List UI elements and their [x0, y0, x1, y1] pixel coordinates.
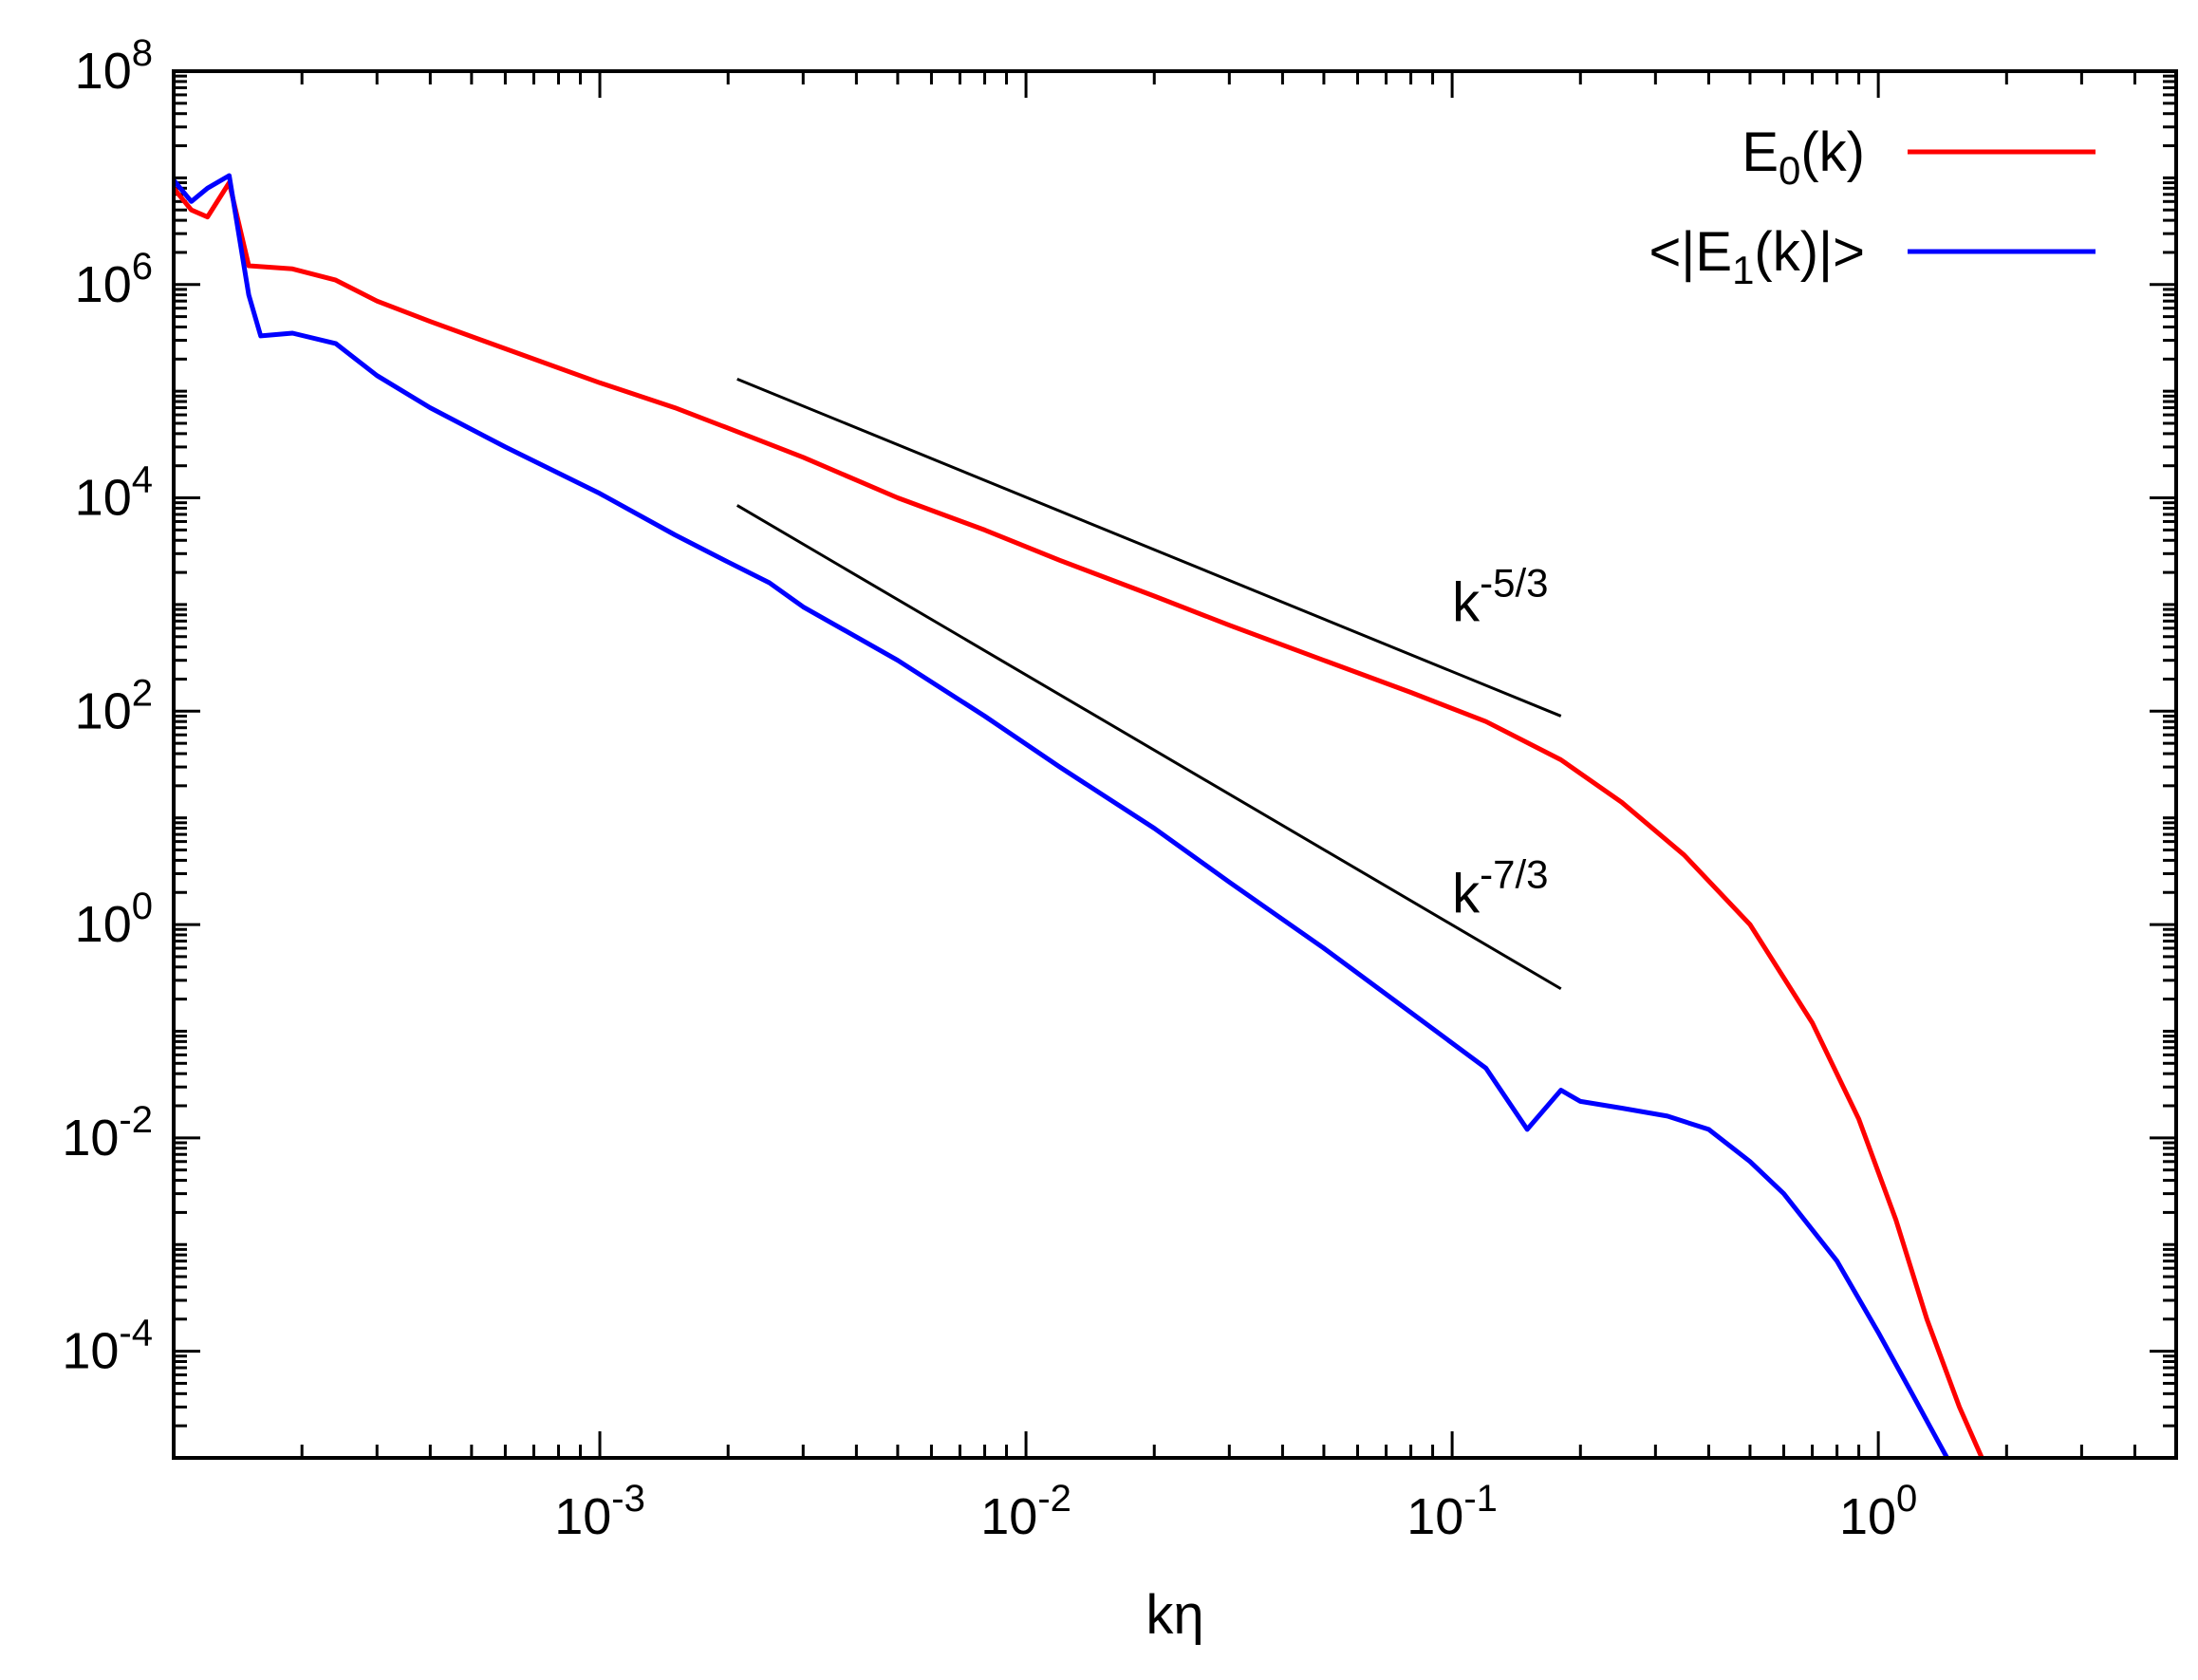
- y-tick-label: 10-2: [62, 1099, 153, 1167]
- x-tick-label: 10-1: [1406, 1478, 1498, 1545]
- x-tick-label: 10-3: [554, 1478, 645, 1545]
- y-tick-label: 100: [75, 886, 153, 953]
- legend: E0(k) <|E1(k)|>: [1648, 121, 2096, 292]
- annotation-k-7-3: k-7/3: [1452, 851, 1548, 924]
- reference-line-k-7-3: [736, 504, 1562, 991]
- x-tick-label: 10-2: [980, 1478, 1071, 1545]
- y-tick-label: 104: [75, 459, 153, 527]
- y-tick-label: 10-4: [62, 1313, 153, 1380]
- reference-line-k-5-3: [736, 377, 1562, 718]
- x-tick-label: 100: [1839, 1478, 1917, 1545]
- annotation-k-5-3: k-5/3: [1452, 560, 1548, 633]
- ticks-layer: [172, 69, 2178, 1460]
- y-tick-label: 108: [75, 32, 153, 100]
- plot-frame: [172, 69, 2178, 1460]
- annotations-layer: k-5/3 k-7/3: [1452, 560, 1548, 924]
- legend-label-e0: E0(k): [1742, 121, 1865, 193]
- x-axis-title: kη: [1146, 1584, 1203, 1646]
- y-tick-label: 106: [75, 246, 153, 313]
- tick-labels-layer: 10-3 10-2 10-1 100 10-4 10-2 100 102 104 106 108: [62, 32, 1917, 1545]
- legend-label-e1: <|E1(k)|>: [1648, 221, 1865, 292]
- series-line-e1: [174, 173, 1949, 1458]
- series-layer: [174, 173, 1984, 1458]
- reference-lines-layer: [736, 377, 1562, 991]
- series-line-e0: [174, 180, 1984, 1458]
- y-tick-label: 102: [75, 672, 153, 739]
